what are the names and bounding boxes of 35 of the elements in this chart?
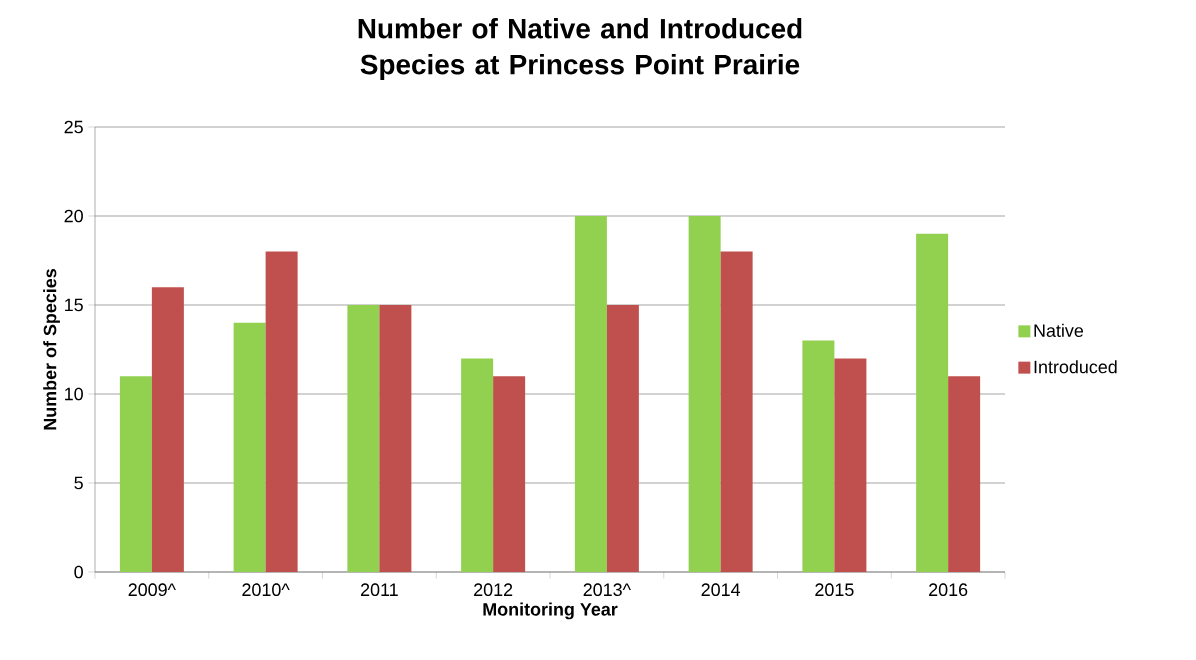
bar	[461, 358, 494, 572]
x-tick-label: 2015	[815, 583, 854, 597]
bar	[233, 322, 266, 572]
x-tick-label: 2011	[360, 583, 398, 597]
y-tick-label: 5	[74, 476, 83, 490]
bar	[347, 304, 380, 572]
bar	[606, 304, 639, 572]
x-tick-label: 2014	[701, 583, 741, 597]
bar	[265, 251, 298, 572]
bar	[916, 233, 949, 572]
legend-label: Native	[1034, 323, 1084, 338]
y-tick-label: 0	[74, 565, 83, 579]
legend-label: Introduced	[1034, 360, 1117, 374]
bar	[379, 304, 412, 572]
chart-title: Number of Native and Introduced Species at Princess Point Prairie	[358, 18, 802, 80]
x-tick-label: 2013^	[583, 583, 631, 597]
y-axis-title: Number of Species	[43, 269, 60, 430]
y-tick-label: 25	[64, 120, 83, 134]
y-tick-label: 20	[64, 209, 83, 223]
x-tick-label: 2012	[474, 583, 513, 597]
bar	[119, 376, 152, 572]
bar	[151, 287, 184, 572]
x-tick-label: 2010^	[242, 583, 290, 597]
bar	[688, 215, 721, 572]
bar	[574, 215, 607, 572]
x-tick-label: 2016	[929, 583, 968, 597]
y-tick-label: 15	[65, 298, 83, 312]
bar	[493, 376, 526, 572]
bar	[834, 358, 867, 572]
bar	[720, 251, 753, 572]
x-axis-title: Monitoring Year	[483, 602, 618, 620]
bar	[802, 340, 835, 572]
x-tick-label: 2009^	[128, 583, 176, 597]
bar	[948, 376, 981, 572]
y-tick-label: 10	[65, 387, 83, 401]
